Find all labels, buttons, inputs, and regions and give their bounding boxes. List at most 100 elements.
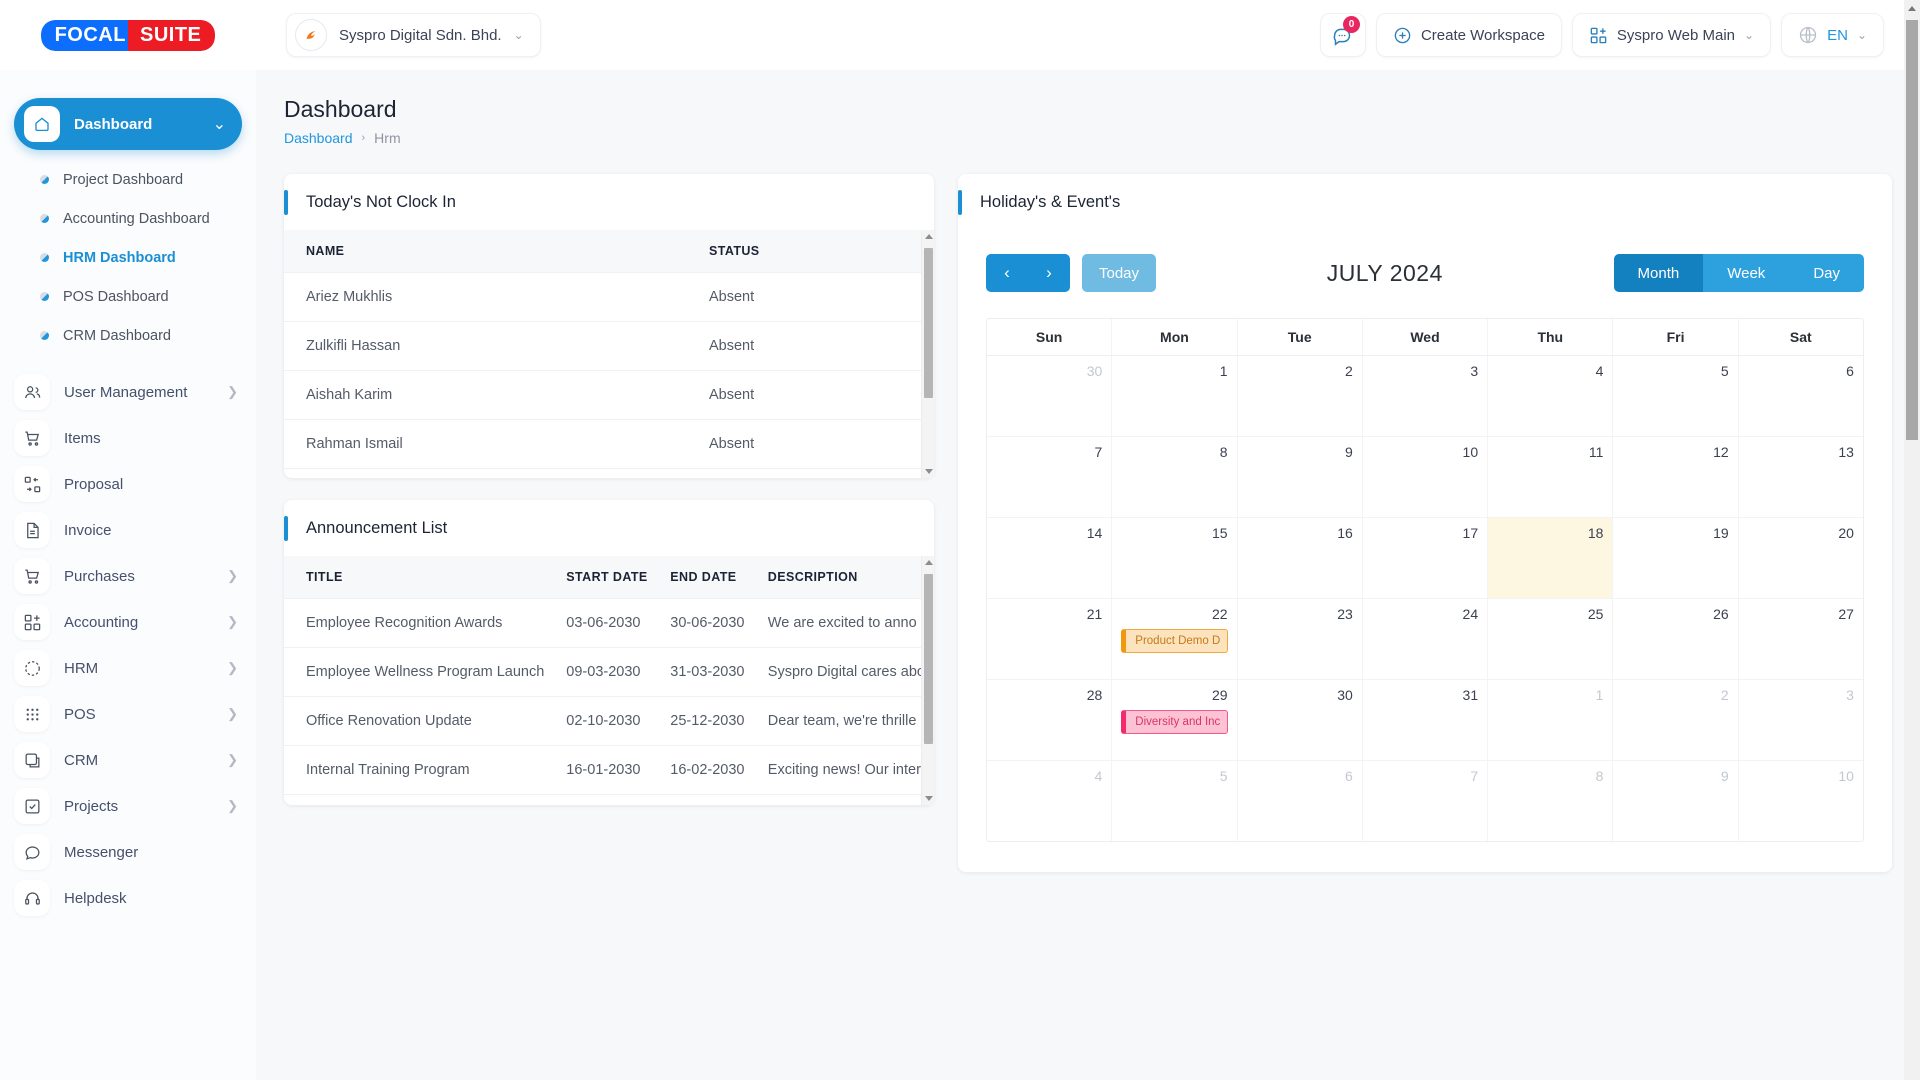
- sidebar-item-pos-dashboard[interactable]: POS Dashboard: [0, 277, 256, 316]
- sidebar-item-helpdesk[interactable]: Helpdesk: [0, 875, 256, 921]
- calendar-day-cell[interactable]: 10: [1739, 761, 1863, 841]
- scrollbar-thumb[interactable]: [1906, 20, 1918, 440]
- calendar-day-cell[interactable]: 20: [1739, 518, 1863, 598]
- calendar-day-cell[interactable]: 7: [987, 437, 1111, 517]
- messages-button[interactable]: 0: [1319, 13, 1366, 57]
- page-scrollbar[interactable]: [1904, 0, 1920, 1080]
- calendar-day-cell[interactable]: 4: [987, 761, 1111, 841]
- calendar-day-cell[interactable]: 11: [1488, 437, 1612, 517]
- table-row[interactable]: Faridah AhmadAbsent: [284, 468, 934, 478]
- calendar-day-number: 12: [1713, 444, 1729, 460]
- calendar-view-day[interactable]: Day: [1789, 254, 1864, 292]
- table-row[interactable]: Employee Wellness Program Launch 09-03-20…: [284, 647, 934, 697]
- calendar-day-cell[interactable]: 31: [1363, 680, 1487, 760]
- calendar-day-cell[interactable]: 15: [1112, 518, 1236, 598]
- calendar-day-cell[interactable]: 8: [1112, 437, 1236, 517]
- calendar-day-cell[interactable]: 17: [1363, 518, 1487, 598]
- table-row[interactable]: Zulkifli Hassan Absent: [284, 321, 934, 371]
- calendar-event[interactable]: Product Demo D: [1121, 629, 1228, 653]
- calendar-day-cell[interactable]: 3: [1363, 356, 1487, 436]
- calendar-day-cell[interactable]: 23: [1238, 599, 1362, 679]
- sidebar-item-hrm-dashboard[interactable]: HRM Dashboard: [0, 238, 256, 277]
- calendar-day-cell[interactable]: 4: [1488, 356, 1612, 436]
- calendar-day-cell[interactable]: 21: [987, 599, 1111, 679]
- sidebar-item-crm-dashboard[interactable]: CRM Dashboard: [0, 316, 256, 355]
- sidebar-item-accounting[interactable]: Accounting ❯: [0, 599, 256, 645]
- calendar-view-week[interactable]: Week: [1703, 254, 1790, 292]
- scrollbar-thumb[interactable]: [924, 574, 933, 744]
- scroll-down-icon[interactable]: [925, 469, 933, 474]
- calendar-next-button[interactable]: ›: [1028, 254, 1070, 292]
- calendar-day-cell[interactable]: 2: [1238, 356, 1362, 436]
- sidebar-item-dashboard[interactable]: Dashboard ⌄: [14, 98, 242, 150]
- calendar-day-cell[interactable]: 14: [987, 518, 1111, 598]
- sidebar-item-items[interactable]: Items: [0, 415, 256, 461]
- calendar-day-cell[interactable]: 18: [1488, 518, 1613, 598]
- calendar-day-cell[interactable]: 25: [1488, 599, 1612, 679]
- calendar-day-cell[interactable]: 6: [1739, 356, 1863, 436]
- table-row[interactable]: Rahman Ismail Absent: [284, 419, 934, 469]
- calendar-day-cell[interactable]: 13: [1739, 437, 1863, 517]
- calendar-day-cell[interactable]: 29 Diversity and Inc: [1112, 680, 1236, 760]
- sidebar-item-accounting-dashboard[interactable]: Accounting Dashboard: [0, 199, 256, 238]
- calendar-day-cell[interactable]: 1: [1488, 680, 1612, 760]
- language-selector[interactable]: EN ⌄: [1781, 13, 1884, 57]
- table-row[interactable]: Welcome New Team Members11-02-203003-03-…: [284, 794, 934, 805]
- sidebar-item-purchases[interactable]: Purchases ❯: [0, 553, 256, 599]
- scroll-up-icon[interactable]: [925, 560, 933, 565]
- calendar-event[interactable]: Diversity and Inc: [1121, 710, 1228, 734]
- table-row[interactable]: Internal Training Program 16-01-2030 16-02…: [284, 745, 934, 795]
- calendar-day-cell[interactable]: 24: [1363, 599, 1487, 679]
- calendar-day-cell[interactable]: 5: [1112, 761, 1236, 841]
- logo-suite-text: SUITE: [127, 19, 216, 51]
- calendar-day-cell[interactable]: 9: [1238, 437, 1362, 517]
- calendar-day-cell[interactable]: 6: [1238, 761, 1362, 841]
- calendar-day-cell[interactable]: 10: [1363, 437, 1487, 517]
- calendar-day-cell[interactable]: 19: [1613, 518, 1737, 598]
- sidebar-item-label: Helpdesk: [64, 889, 127, 907]
- calendar-view-month[interactable]: Month: [1613, 254, 1704, 292]
- calendar-day-cell[interactable]: 9: [1613, 761, 1737, 841]
- table-row[interactable]: Office Renovation Update 02-10-2030 25-12-…: [284, 696, 934, 746]
- web-main-selector[interactable]: Syspro Web Main ⌄: [1571, 13, 1772, 57]
- not-clock-in-scrollbar[interactable]: [921, 230, 934, 478]
- sidebar-item-crm[interactable]: CRM ❯: [0, 737, 256, 783]
- announcement-scrollbar[interactable]: [921, 556, 934, 805]
- calendar-day-cell[interactable]: 5: [1613, 356, 1737, 436]
- calendar-day-cell[interactable]: 3: [1739, 680, 1863, 760]
- calendar-today-button[interactable]: Today: [1082, 254, 1157, 292]
- scrollbar-thumb[interactable]: [924, 248, 933, 398]
- sidebar-item-messenger[interactable]: Messenger: [0, 829, 256, 875]
- calendar-day-cell[interactable]: 30: [987, 356, 1111, 436]
- breadcrumb-root[interactable]: Dashboard: [284, 130, 353, 146]
- calendar-day-cell[interactable]: 26: [1613, 599, 1737, 679]
- sidebar-item-pos[interactable]: POS ❯: [0, 691, 256, 737]
- workspace-selector[interactable]: Syspro Digital Sdn. Bhd. ⌄: [286, 13, 541, 57]
- sidebar-item-invoice[interactable]: Invoice: [0, 507, 256, 553]
- calendar-day-cell[interactable]: 22 Product Demo D: [1112, 599, 1236, 679]
- create-workspace-button[interactable]: Create Workspace: [1375, 13, 1562, 57]
- table-row[interactable]: Aishah Karim Absent: [284, 370, 934, 420]
- app-logo[interactable]: FOCAL SUITE: [0, 19, 256, 51]
- scroll-up-icon[interactable]: [1908, 6, 1916, 11]
- calendar-day-cell[interactable]: 1: [1112, 356, 1236, 436]
- table-row[interactable]: Ariez Mukhlis Absent: [284, 272, 934, 322]
- sidebar-item-projects[interactable]: Projects ❯: [0, 783, 256, 829]
- calendar-day-cell[interactable]: 8: [1488, 761, 1612, 841]
- scroll-up-icon[interactable]: [925, 234, 933, 239]
- sidebar-item-hrm[interactable]: HRM ❯: [0, 645, 256, 691]
- calendar-day-name: Thu: [1488, 319, 1614, 355]
- scroll-down-icon[interactable]: [925, 796, 933, 801]
- sidebar-item-proposal[interactable]: Proposal: [0, 461, 256, 507]
- calendar-day-cell[interactable]: 16: [1238, 518, 1362, 598]
- calendar-day-cell[interactable]: 12: [1613, 437, 1737, 517]
- calendar-day-cell[interactable]: 28: [987, 680, 1111, 760]
- calendar-day-cell[interactable]: 7: [1363, 761, 1487, 841]
- table-row[interactable]: Employee Recognition Awards 03-06-2030 30-…: [284, 598, 934, 648]
- calendar-day-cell[interactable]: 27: [1739, 599, 1863, 679]
- calendar-day-cell[interactable]: 2: [1613, 680, 1737, 760]
- calendar-day-cell[interactable]: 30: [1238, 680, 1362, 760]
- sidebar-item-project-dashboard[interactable]: Project Dashboard: [0, 160, 256, 199]
- calendar-prev-button[interactable]: ‹: [986, 254, 1028, 292]
- sidebar-item-user-management[interactable]: User Management ❯: [0, 369, 256, 415]
